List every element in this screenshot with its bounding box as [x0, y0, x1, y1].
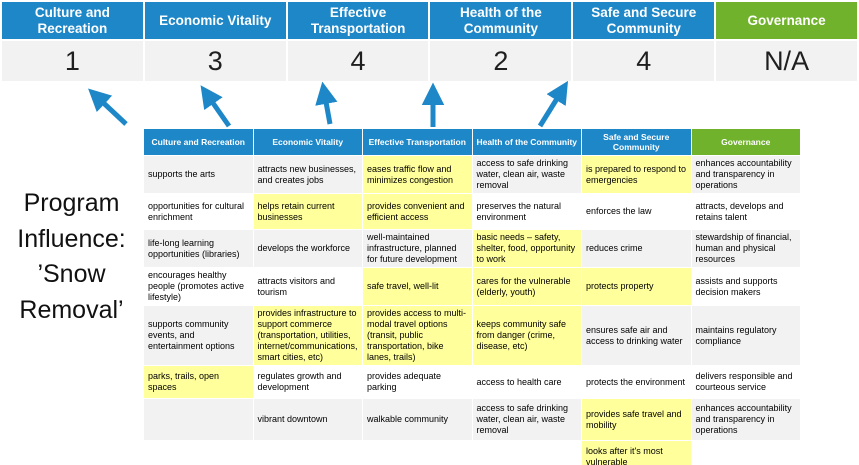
summary-column-governance: Governance N/A [716, 2, 857, 81]
priority-header-governance: Governance [716, 2, 857, 39]
matrix-cell: attracts new businesses, and creates job… [252, 155, 363, 194]
matrix-cell-highlighted: provides access to multi-modal travel op… [362, 305, 473, 366]
summary-column-safe-and-secure-community: Safe and Secure Community 4 [573, 2, 715, 81]
priority-header-health-of-the-community: Health of the Community [430, 2, 572, 39]
matrix-header-health-of-the-community: Health of the Community [471, 128, 582, 156]
matrix-row: life-long learning opportunities (librar… [143, 229, 801, 268]
summary-column-health-of-the-community: Health of the Community 2 [430, 2, 572, 81]
matrix-cell [143, 440, 254, 465]
matrix-row: supports the arts attracts new businesses… [143, 155, 801, 194]
matrix-row: encourages healthy people (promotes acti… [143, 267, 801, 306]
matrix-row: vibrant downtown walkable community access… [143, 398, 801, 441]
matrix-cell: attracts visitors and tourism [252, 267, 363, 306]
arrow-icon [200, 85, 232, 128]
matrix-header-safe-and-secure-community: Safe and Secure Community [581, 128, 692, 156]
matrix-cell-highlighted: parks, trails, open spaces [143, 365, 254, 399]
matrix-cell-highlighted: provides infrastructure to support comme… [252, 305, 363, 366]
matrix-cell-highlighted: keeps community safe from danger (crime,… [471, 305, 582, 366]
matrix-cell: attracts, develops and retains talent [690, 193, 801, 230]
matrix-cell-highlighted: cares for the vulnerable (elderly, youth… [471, 267, 582, 306]
program-influence-label: Program Influence: ’Snow Removal’ [17, 189, 126, 324]
priority-header-effective-transportation: Effective Transportation [287, 2, 429, 39]
matrix-cell: maintains regulatory compliance [690, 305, 801, 366]
matrix-header-effective-transportation: Effective Transportation [362, 128, 473, 156]
priority-header-safe-and-secure-community: Safe and Secure Community [573, 2, 715, 39]
matrix-cell: reduces crime [581, 229, 692, 268]
matrix-row: parks, trails, open spaces regulates grow… [143, 365, 801, 399]
priority-score-effective-transportation: 4 [287, 41, 429, 81]
matrix-header-culture-and-recreation: Culture and Recreation [143, 128, 254, 156]
matrix-cell-highlighted: protects property [581, 267, 692, 306]
summary-column-effective-transportation: Effective Transportation 4 [287, 2, 429, 81]
matrix-cell: provides adequate parking [362, 365, 473, 399]
matrix-cell-highlighted: eases traffic flow and minimizes congest… [362, 155, 473, 194]
matrix-cell: enhances accountability and transparency… [690, 155, 801, 194]
priority-score-economic-vitality: 3 [144, 41, 286, 81]
matrix-cell: access to safe drinking water, clean air… [471, 155, 582, 194]
matrix-cell-highlighted: helps retain current businesses [252, 193, 363, 230]
matrix-cell: opportunities for cultural enrichment [143, 193, 254, 230]
arrow-icon [537, 80, 569, 128]
matrix-cell: enhances accountability and transparency… [690, 398, 801, 441]
matrix-cell: protects the environment [581, 365, 692, 399]
matrix-cell-highlighted: looks after it's most vulnerable [581, 440, 692, 465]
summary-column-economic-vitality: Economic Vitality 3 [144, 2, 286, 81]
matrix-cell: ensures safe air and access to drinking … [581, 305, 692, 366]
priority-score-culture-and-recreation: 1 [2, 41, 143, 81]
priority-summary: Culture and Recreation 1 Economic Vitali… [2, 2, 857, 81]
matrix-cell-highlighted: provides safe travel and mobility [581, 398, 692, 441]
matrix-cell: vibrant downtown [252, 398, 363, 441]
matrix-cell-highlighted: safe travel, well-lit [362, 267, 473, 306]
influence-arrows [88, 80, 569, 128]
matrix-cell: life-long learning opportunities (librar… [143, 229, 254, 268]
matrix-cell [252, 440, 363, 465]
matrix-header-economic-vitality: Economic Vitality [252, 128, 363, 156]
matrix-cell: enforces the law [581, 193, 692, 230]
matrix-cell: develops the workforce [252, 229, 363, 268]
priority-score-health-of-the-community: 2 [430, 41, 572, 81]
matrix-cell [143, 398, 254, 441]
matrix-row: supports community events, and entertain… [143, 305, 801, 366]
priority-score-governance: N/A [716, 41, 857, 81]
matrix-cell: access to safe drinking water, clean air… [471, 398, 582, 441]
matrix-cell: access to health care [471, 365, 582, 399]
matrix-cell: encourages healthy people (promotes acti… [143, 267, 254, 306]
matrix-cell-highlighted: is prepared to respond to emergencies [581, 155, 692, 194]
priority-header-culture-and-recreation: Culture and Recreation [2, 2, 143, 39]
matrix-cell-highlighted: provides convenient and efficient access [362, 193, 473, 230]
arrow-icon [88, 88, 128, 126]
matrix-cell: stewardship of financial, human and phys… [690, 229, 801, 268]
matrix-header-row: Culture and Recreation Economic Vitality E… [143, 128, 801, 156]
matrix-cell [471, 440, 582, 465]
matrix-row: opportunities for cultural enrichment hel… [143, 193, 801, 230]
summary-column-culture-and-recreation: Culture and Recreation 1 [2, 2, 143, 81]
matrix-cell: walkable community [362, 398, 473, 441]
priority-header-economic-vitality: Economic Vitality [144, 2, 286, 39]
matrix-cell: supports the arts [143, 155, 254, 194]
matrix-header-governance: Governance [690, 128, 801, 156]
matrix-cell: preserves the natural environment [471, 193, 582, 230]
matrix-cell: supports community events, and entertain… [143, 305, 254, 366]
matrix-cell: regulates growth and development [252, 365, 363, 399]
arrow-icon [315, 81, 338, 125]
matrix-cell [690, 440, 801, 465]
matrix-cell-highlighted: basic needs – safety, shelter, food, opp… [471, 229, 582, 268]
matrix-row: looks after it's most vulnerable [143, 440, 801, 465]
matrix-cell: well-maintained infrastructure, planned … [362, 229, 473, 268]
matrix-cell: assists and supports decision makers [690, 267, 801, 306]
influence-matrix: Culture and Recreation Economic Vitality E… [143, 128, 801, 465]
matrix-cell [362, 440, 473, 465]
matrix-cell: delivers responsible and courteous servi… [690, 365, 801, 399]
priority-score-safe-and-secure-community: 4 [573, 41, 715, 81]
